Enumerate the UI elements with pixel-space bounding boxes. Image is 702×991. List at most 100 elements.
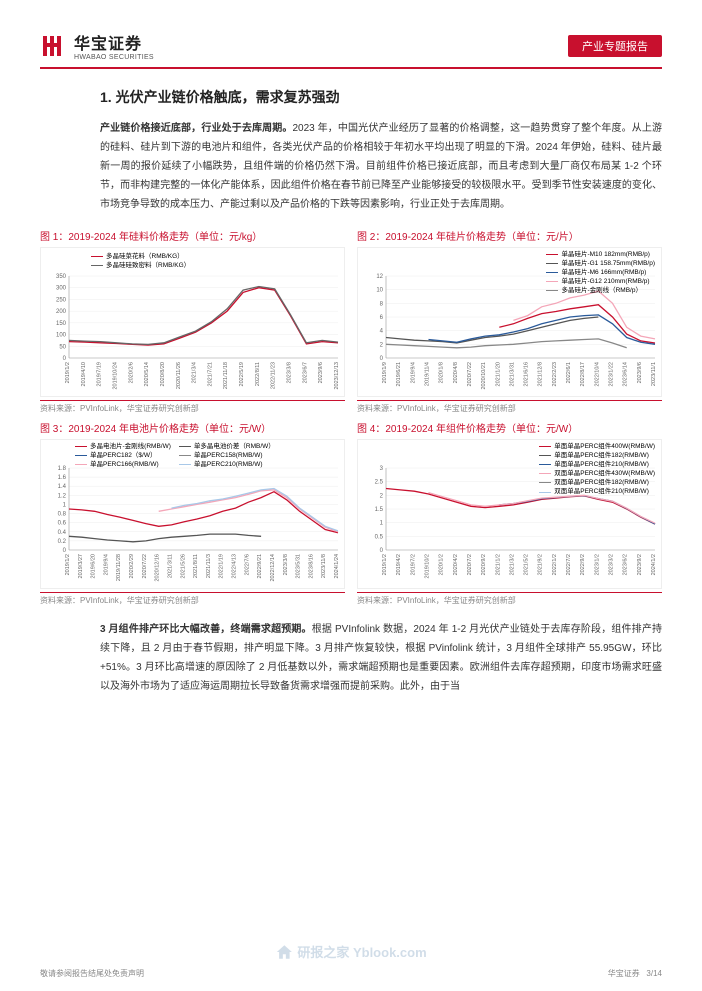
svg-text:2022/11/23: 2022/11/23 [271,362,277,389]
svg-text:2019/3/27: 2019/3/27 [78,554,84,578]
legend-item: 单面单晶PERC组件210(RMB/W) [539,460,655,469]
logo-cn: 华宝证券 [74,30,154,54]
svg-text:2023/3/2: 2023/3/2 [609,554,615,575]
svg-text:4: 4 [380,329,384,335]
svg-text:2021/6/16: 2021/6/16 [524,362,530,386]
svg-text:2020/7/22: 2020/7/22 [467,362,473,386]
svg-text:2020/1/8: 2020/1/8 [439,362,445,383]
svg-text:2022/9/2: 2022/9/2 [580,554,586,575]
legend-item: 单晶硅片-M10 182mm(RMB/p) [546,250,655,259]
svg-text:0: 0 [380,548,384,554]
legend-item: 单多晶电池价差（RMB/W） [179,442,275,451]
legend-item: 双面单晶PERC组件182(RMB/W) [539,478,655,487]
svg-text:300: 300 [56,286,67,292]
paragraph-2: 3 月组件排产环比大幅改善，终端需求超预期。根据 PVInfolink 数据，2… [100,620,662,696]
svg-text:6: 6 [380,315,384,321]
svg-text:1: 1 [380,521,384,527]
svg-text:0.8: 0.8 [58,512,67,518]
svg-text:2023/6/2: 2023/6/2 [623,554,629,575]
report-tag: 产业专题报告 [568,35,662,57]
svg-text:2021/1/20: 2021/1/20 [495,362,501,386]
charts-row-1: 图 1：2019-2024 年硅料价格走势（单位：元/kg） 050100150… [40,228,662,414]
svg-text:2019/7/19: 2019/7/19 [97,362,103,386]
watermark: 研报之家 Yblook.com [275,942,426,961]
svg-text:3: 3 [380,466,384,472]
svg-text:2022/1/2: 2022/1/2 [552,554,558,575]
svg-text:1.8: 1.8 [58,466,67,472]
svg-text:2020/8/20: 2020/8/20 [160,362,166,386]
logo-icon [40,32,68,60]
svg-text:2023/6/14: 2023/6/14 [623,362,629,386]
house-icon [275,943,293,961]
chart4-title: 图 4：2019-2024 年组件价格走势（单位：元/W） [357,420,662,435]
chart-4: 图 4：2019-2024 年组件价格走势（单位：元/W） 00.511.522… [357,420,662,606]
legend-item: 单面单晶PERC组件400W(RMB/W) [539,442,655,451]
svg-text:2019/11/28: 2019/11/28 [116,554,122,581]
svg-text:2023/9/2: 2023/9/2 [637,554,643,575]
legend-item: 单晶硅片-G12 210mm(RMB/p) [546,277,655,286]
svg-text:2023/3/8: 2023/3/8 [283,554,289,575]
svg-text:2023/8/16: 2023/8/16 [308,554,314,578]
svg-text:2021/3/31: 2021/3/31 [509,362,515,386]
svg-text:2020/11/26: 2020/11/26 [176,362,182,389]
svg-text:12: 12 [376,274,383,280]
svg-text:1.6: 1.6 [58,475,67,481]
svg-text:8: 8 [380,301,384,307]
svg-text:0.6: 0.6 [58,521,67,527]
section-title: 1. 光伏产业链价格触底，需求复苏强劲 [100,87,662,107]
paragraph-1: 产业链价格接近底部，行业处于去库周期。2023 年，中国光伏产业经历了显著的价格… [100,119,662,214]
svg-text:0.4: 0.4 [58,530,67,536]
svg-text:2021/12/8: 2021/12/8 [538,362,544,386]
svg-text:2021/1/2: 2021/1/2 [495,554,501,575]
svg-text:10: 10 [376,288,383,294]
svg-text:2019/1/9: 2019/1/9 [382,362,388,383]
svg-text:2022/8/11: 2022/8/11 [255,362,261,386]
svg-text:2023/12/13: 2023/12/13 [334,362,340,390]
legend-item: 多晶硅片-金刚线（RMB/p） [546,286,655,295]
svg-text:1.5: 1.5 [375,507,384,513]
svg-text:2020/2/29: 2020/2/29 [129,554,135,578]
svg-text:2022/1/19: 2022/1/19 [219,554,225,578]
svg-text:0: 0 [63,356,67,362]
svg-text:2023/6/7: 2023/6/7 [302,362,308,383]
footer-page: 3/14 [646,969,662,978]
svg-text:2019/4/2: 2019/4/2 [396,554,402,575]
svg-text:100: 100 [56,333,67,339]
chart-1: 图 1：2019-2024 年硅料价格走势（单位：元/kg） 050100150… [40,228,345,414]
svg-text:2019/4/10: 2019/4/10 [81,362,87,386]
page-header: 华宝证券 HWABAO SECURITIES 产业专题报告 [40,30,662,69]
svg-text:2: 2 [380,493,384,499]
svg-text:1: 1 [63,502,67,508]
legend-item: 单晶PERC166(RMB/W) [75,460,171,469]
svg-text:2023/3/8: 2023/3/8 [287,362,293,383]
legend-item: 单晶硅片-M6 166mm(RMB/p) [546,268,655,277]
svg-text:0.2: 0.2 [58,539,67,545]
svg-text:2020/4/2: 2020/4/2 [453,554,459,575]
svg-text:2023/11/1: 2023/11/1 [651,362,657,386]
legend-item: 多晶硅菜花料（RMB/KG） [91,252,190,261]
legend-item: 多晶硅硅致密料（RMB/KG） [91,261,190,270]
svg-text:1.2: 1.2 [58,493,67,499]
svg-text:2022/4/13: 2022/4/13 [232,554,238,578]
svg-text:2020/4/8: 2020/4/8 [453,362,459,383]
svg-text:2019/6/20: 2019/6/20 [91,554,97,578]
svg-text:2021/8/11: 2021/8/11 [193,554,199,578]
svg-text:2019/7/2: 2019/7/2 [410,554,416,575]
chart2-title: 图 2：2019-2024 年硅片价格走势（单位：元/片） [357,228,662,243]
svg-text:0: 0 [63,548,67,554]
chart3-source: 资料来源：PVInfoLink，华宝证券研究创新部 [40,592,345,606]
svg-text:2023/1/22: 2023/1/22 [609,362,615,386]
svg-text:2.5: 2.5 [375,480,384,486]
svg-text:2019/10/2: 2019/10/2 [424,554,430,578]
svg-text:2023/5/31: 2023/5/31 [296,554,302,578]
svg-text:2022/8/17: 2022/8/17 [580,362,586,386]
svg-text:2019/1/2: 2019/1/2 [382,554,388,575]
para1-text: 2023 年，中国光伏产业经历了显著的价格调整，这一趋势贯穿了整个年度。从上游的… [100,123,662,210]
chart1-source: 资料来源：PVInfoLink，华宝证券研究创新部 [40,400,345,414]
chart-2: 图 2：2019-2024 年硅片价格走势（单位：元/片） 0246810122… [357,228,662,414]
svg-text:2020/9/2: 2020/9/2 [481,554,487,575]
logo-en: HWABAO SECURITIES [74,54,154,61]
chart3-title: 图 3：2019-2024 年电池片价格走势（单位：元/W） [40,420,345,435]
svg-text:2020/10/21: 2020/10/21 [481,362,487,390]
svg-text:2021/3/4: 2021/3/4 [192,362,198,383]
